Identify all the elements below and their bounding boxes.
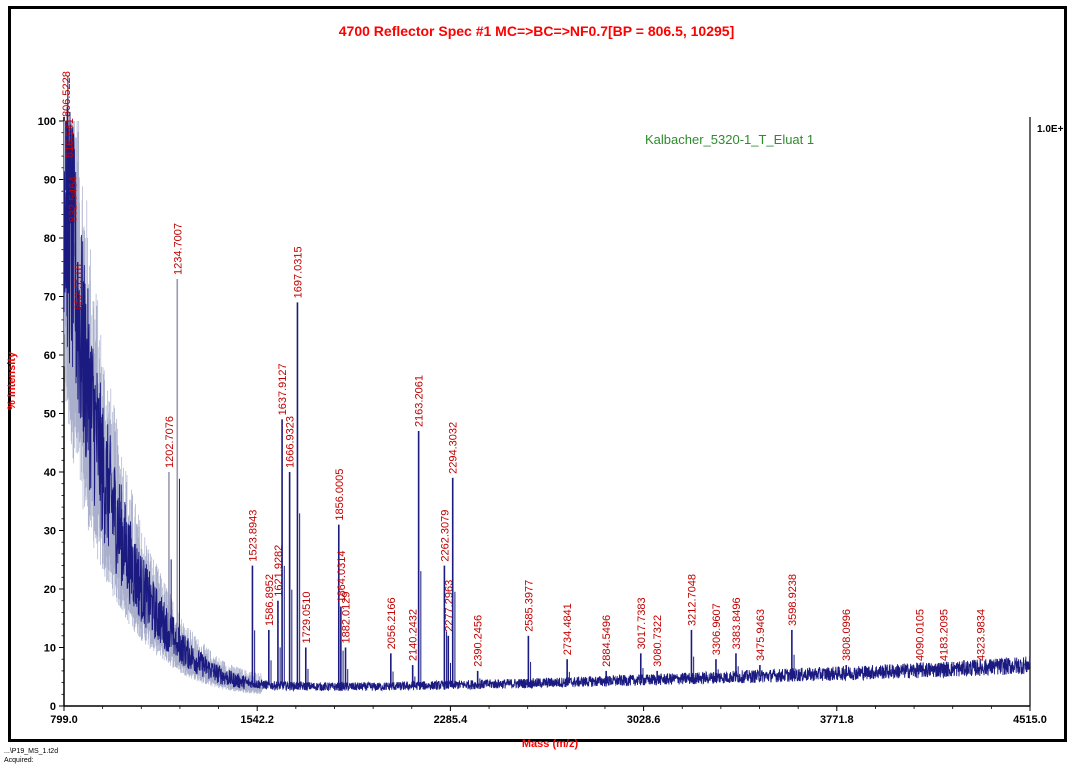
y-tick-label: 80 [44,233,56,245]
peak-label-1621.9282: 1621.9282 [273,545,285,597]
peak-label-3475.9463: 3475.9463 [755,609,767,661]
peak-label-2884.5496: 2884.5496 [601,615,613,667]
peak-label-1234.7007: 1234.7007 [172,223,184,275]
peak-label-1864.0314: 1864.0314 [336,551,348,603]
chart-frame [8,6,1067,742]
peak-label-3808.0996: 3808.0996 [841,609,853,661]
peak-label-3306.9607: 3306.9607 [711,603,723,655]
peak-label-4090.0105: 4090.0105 [915,609,927,661]
peak-label-2390.2456: 2390.2456 [473,615,485,667]
x-tick-label: 4515.0 [1013,714,1047,726]
y-tick-label: 60 [44,350,56,362]
spectrum-trace [63,75,1031,693]
x-tick-label: 799.0 [50,714,78,726]
peak-label-2056.2166: 2056.2166 [386,597,398,649]
peak-label-3080.7322: 3080.7322 [652,615,664,667]
peak-label-1523.8943: 1523.8943 [247,510,259,562]
y-tick-label: 90 [44,175,56,187]
peak-label-1856.0005: 1856.0005 [334,469,346,521]
x-tick-label: 3771.8 [820,714,854,726]
y-tick-label: 40 [44,467,56,479]
peak-label-2140.2432: 2140.2432 [408,609,420,661]
x-tick-label: 1542.2 [240,714,274,726]
peak-label-1666.9323: 1666.9323 [285,416,297,468]
y-tick-label: 30 [44,526,56,538]
y-tick-label: 10 [44,643,56,655]
chart-title: 4700 Reflector Spec #1 MC=>BC=>NF0.7[BP … [338,23,735,39]
x-axis-label: Mass (m/z) [521,738,579,750]
x-tick-label: 2285.4 [434,714,469,726]
legend-sample-name: Kalbacher_5320-1_T_Eluat 1 [645,132,815,147]
peak-label-1729.0510: 1729.0510 [301,592,313,644]
peak-label-3598.9238: 3598.9238 [787,574,799,626]
peak-label-818.541: 818.541 [64,118,76,158]
footer-file-path: ...\P19_MS_1.t2d [4,748,59,755]
peak-label-2262.3079: 2262.3079 [439,510,451,562]
peak-label-4323.9834: 4323.9834 [975,609,987,661]
y-tick-label: 100 [38,116,56,128]
peak-label-3017.7383: 3017.7383 [636,597,648,649]
peak-label-1202.7076: 1202.7076 [164,416,176,468]
x-tick-label: 3028.6 [627,714,661,726]
peak-label-832.5464: 832.5464 [68,176,80,222]
y-tick-label: 50 [44,409,56,421]
footer-acquired: Acquired: [4,757,34,764]
peak-label-4183.2095: 4183.2095 [939,609,951,661]
peak-label-1586.8952: 1586.8952 [264,574,276,626]
peak-label-1697.0315: 1697.0315 [292,246,304,298]
peak-label-2734.4841: 2734.4841 [562,603,574,655]
y-tick-label: 0 [50,701,56,713]
peak-label-2294.3032: 2294.3032 [448,422,460,474]
peak-label-1882.0129: 1882.0129 [341,592,353,644]
peak-label-1637.9127: 1637.9127 [277,363,289,415]
peak-label-852.5518: 852.5518 [73,264,85,310]
y-tick-label: 20 [44,584,56,596]
peak-label-3212.7048: 3212.7048 [686,574,698,626]
max-intensity-label: 1.0E+ [1037,124,1064,135]
peak-label-2163.2061: 2163.2061 [414,375,426,427]
peak-label-806.5228: 806.5228 [61,71,73,117]
y-tick-label: 70 [44,292,56,304]
peak-label-2585.3977: 2585.3977 [523,580,535,632]
peak-label-3383.8496: 3383.8496 [731,597,743,649]
